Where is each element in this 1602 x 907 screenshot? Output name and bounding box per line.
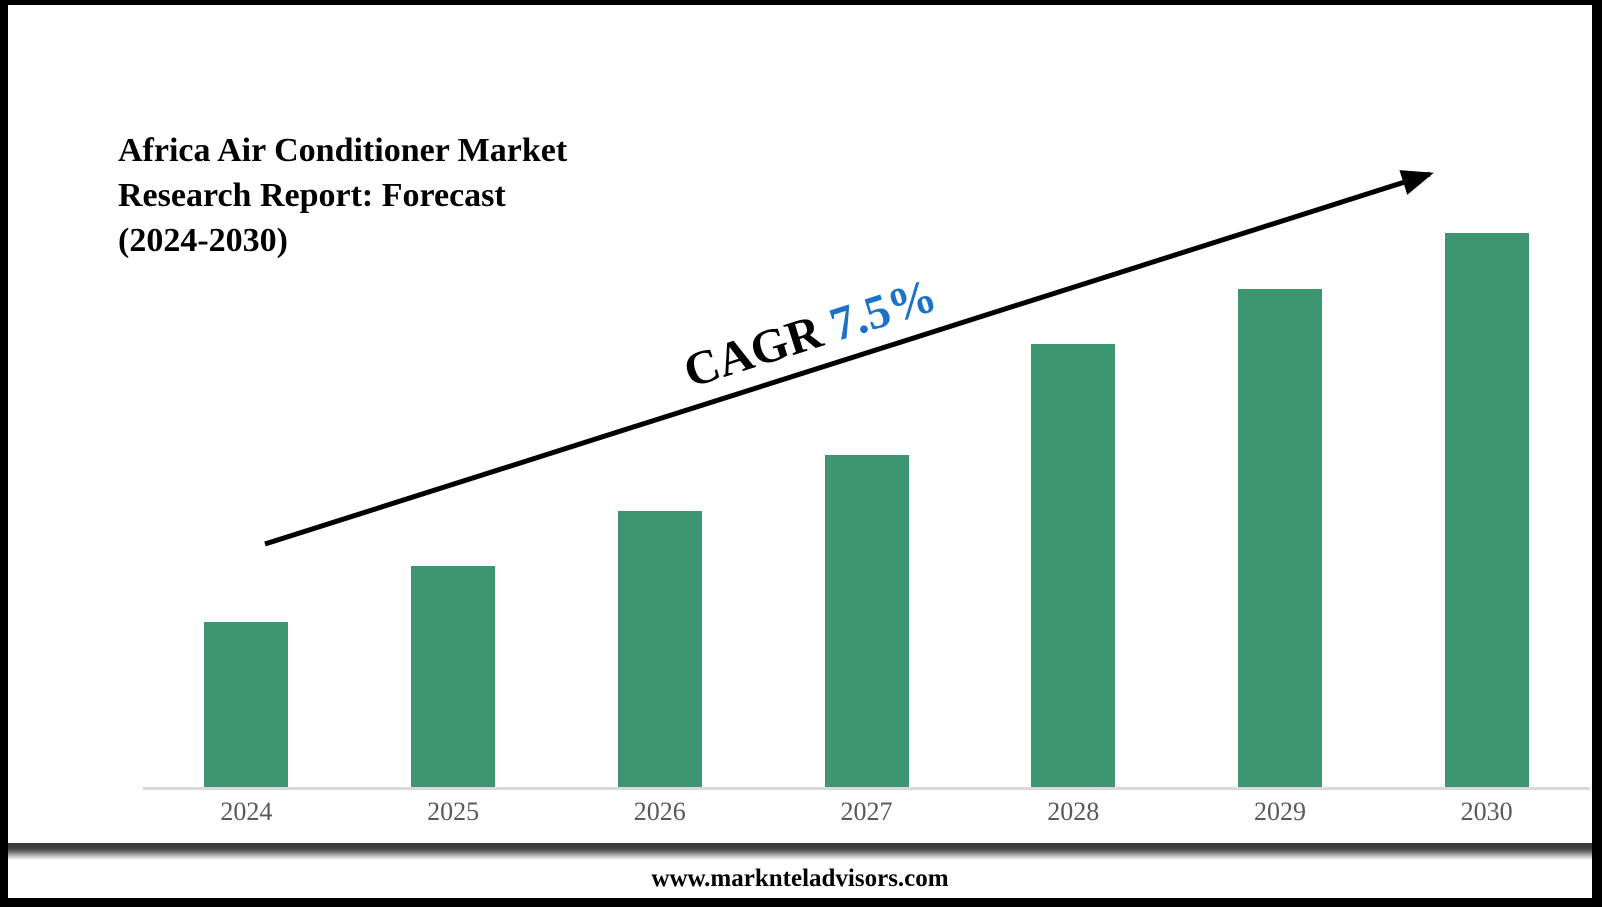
bar-2025 — [411, 566, 496, 788]
x-tick-2026: 2026 — [633, 797, 686, 826]
chart-title-line-1: Africa Air Conditioner Market — [118, 132, 568, 169]
bar-2024 — [204, 621, 289, 788]
bar-2029 — [1237, 288, 1322, 788]
x-tick-2024: 2024 — [220, 797, 273, 826]
bar-2027 — [824, 455, 909, 788]
bar-column-2030 — [1383, 233, 1590, 788]
x-tick-2030: 2030 — [1460, 797, 1513, 826]
bar-column-2029 — [1177, 233, 1384, 788]
footer-divider — [8, 843, 1592, 860]
x-tick-2027: 2027 — [840, 797, 893, 826]
bar-column-2028 — [970, 233, 1177, 788]
bar-2026 — [617, 510, 702, 788]
x-tick-2029: 2029 — [1253, 797, 1306, 826]
bar-2028 — [1031, 344, 1116, 788]
chart-title-line-2: Research Report: Forecast — [118, 177, 506, 214]
chart-title: Africa Air Conditioner Market Research R… — [118, 128, 678, 263]
bar-2030 — [1444, 233, 1529, 788]
bar-column-2026 — [556, 233, 763, 788]
footer-bar: www.marknteladvisors.com — [8, 862, 1592, 896]
bars-row — [143, 233, 1590, 788]
x-tick-2025: 2025 — [427, 797, 480, 826]
bar-column-2024 — [143, 233, 350, 788]
x-tick-2028: 2028 — [1047, 797, 1100, 826]
chart-title-line-3: (2024-2030) — [118, 222, 288, 259]
x-axis-line — [143, 787, 1590, 790]
x-axis-labels: 2024 2025 2026 2027 2028 2029 2030 — [143, 797, 1590, 831]
bar-column-2025 — [350, 233, 557, 788]
footer-url: www.marknteladvisors.com — [651, 865, 949, 892]
